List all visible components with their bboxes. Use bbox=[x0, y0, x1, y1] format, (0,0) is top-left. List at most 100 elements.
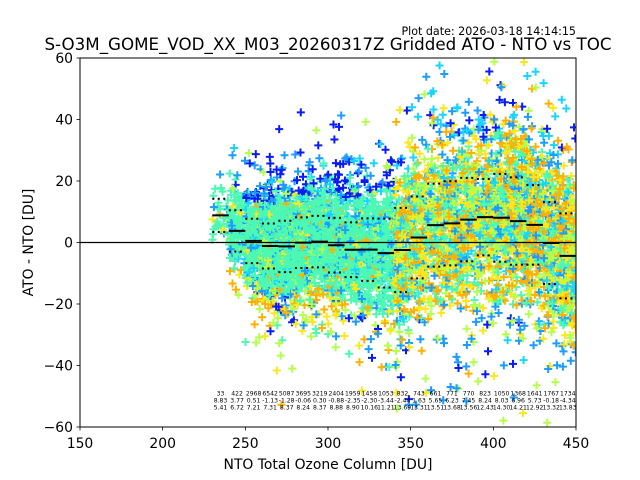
scatter-point bbox=[225, 169, 234, 178]
scatter-point bbox=[279, 274, 288, 283]
scatter-point bbox=[232, 250, 241, 259]
scatter-point bbox=[209, 203, 218, 212]
scatter-point bbox=[251, 188, 260, 197]
scatter-point bbox=[260, 200, 269, 209]
scatter-point bbox=[263, 256, 272, 265]
scatter-point bbox=[277, 165, 286, 174]
scatter-point bbox=[266, 225, 275, 234]
plot-date-annotation: Plot date: 2026-03-18 14:14:15 bbox=[401, 25, 576, 38]
scatter-point bbox=[283, 263, 292, 272]
scatter-point bbox=[251, 291, 260, 300]
scatter-point bbox=[282, 287, 291, 296]
scatter-point bbox=[242, 223, 251, 232]
scatter-point bbox=[280, 151, 289, 160]
scatter-point bbox=[223, 196, 232, 205]
scatter-point bbox=[231, 285, 240, 294]
scatter-point bbox=[243, 228, 252, 237]
scatter-point bbox=[225, 240, 234, 249]
scatter-point bbox=[245, 159, 254, 168]
chart-title: S-O3M_GOME_VOD_XX_M03_20260317Z Gridded … bbox=[44, 34, 611, 55]
scatter-point bbox=[259, 267, 268, 276]
scatter-point bbox=[267, 300, 275, 309]
scatter-point bbox=[211, 222, 220, 231]
scatter-point bbox=[272, 366, 281, 375]
scatter-point bbox=[281, 205, 290, 214]
scatter-point bbox=[279, 180, 288, 189]
scatter-point bbox=[274, 302, 283, 311]
scatter-point bbox=[234, 254, 243, 263]
scatter-point bbox=[228, 151, 237, 160]
scatter-point bbox=[289, 304, 298, 313]
scatter-point bbox=[276, 170, 285, 179]
scatter-point bbox=[219, 225, 228, 234]
scatter-point bbox=[276, 351, 285, 360]
scatter-point bbox=[228, 221, 236, 230]
scatter-point bbox=[228, 279, 237, 288]
scatter-point bbox=[274, 314, 282, 323]
scatter-point bbox=[250, 320, 259, 329]
scatter-point bbox=[276, 251, 285, 260]
scatter-point bbox=[246, 243, 255, 252]
scatter-point bbox=[251, 150, 260, 159]
scatter-point bbox=[226, 234, 235, 243]
scatter-point bbox=[277, 279, 286, 288]
scatter-point bbox=[234, 290, 243, 299]
scatter-point bbox=[262, 275, 271, 284]
plot-area: 33 422 2968 6542 5087 3695 3219 2404 1959 1458 105… bbox=[44, 51, 590, 452]
scatter-point bbox=[216, 170, 225, 179]
scatter-point bbox=[226, 267, 234, 276]
scatter-point bbox=[258, 287, 267, 296]
scatter-point bbox=[241, 156, 249, 165]
scatter-point bbox=[249, 264, 258, 272]
scatter-point bbox=[275, 339, 284, 348]
scatter-point bbox=[259, 168, 268, 177]
scatter-point bbox=[277, 268, 285, 277]
scatter-point bbox=[262, 182, 270, 191]
scatter-point bbox=[266, 168, 275, 176]
scatter-point bbox=[258, 313, 267, 322]
scatter-point bbox=[260, 209, 269, 218]
scatter-point bbox=[233, 171, 242, 180]
scatter-point bbox=[255, 305, 264, 313]
scatter-point bbox=[228, 184, 237, 193]
scatter-point bbox=[230, 264, 239, 273]
scatter-point bbox=[277, 400, 286, 409]
scatter-point bbox=[233, 189, 242, 198]
scatter-point bbox=[242, 194, 251, 202]
scatter-point bbox=[266, 266, 275, 275]
scatter-point bbox=[208, 215, 217, 224]
scatter-point bbox=[252, 338, 261, 347]
scatter-point bbox=[244, 149, 253, 157]
scatter-point bbox=[268, 177, 277, 186]
scatter-point bbox=[282, 189, 291, 198]
scatter-point bbox=[259, 281, 268, 290]
scatter-point bbox=[266, 250, 275, 258]
scatter-point bbox=[276, 209, 285, 218]
scatter-point bbox=[278, 294, 287, 303]
scatter-point bbox=[230, 196, 239, 205]
scatter-point bbox=[267, 202, 276, 211]
scatter-point bbox=[252, 219, 260, 228]
scatter-point bbox=[285, 281, 294, 289]
scatter-point bbox=[249, 254, 258, 263]
scatter-point bbox=[298, 326, 307, 335]
scatter-point bbox=[244, 198, 253, 207]
scatter-point bbox=[266, 327, 275, 336]
scatter-point bbox=[249, 282, 257, 291]
scatter-point bbox=[216, 205, 224, 214]
scatter-point bbox=[230, 144, 239, 152]
scatter-point bbox=[228, 202, 237, 210]
scatter-point bbox=[275, 125, 284, 134]
scatter-point bbox=[265, 291, 274, 300]
scatter-point bbox=[232, 231, 241, 240]
scatter-point bbox=[260, 189, 269, 198]
scatter-point bbox=[259, 210, 268, 219]
scatter-point bbox=[250, 161, 259, 170]
scatter-point bbox=[251, 272, 259, 280]
scatter-point bbox=[253, 284, 262, 293]
scatter-point bbox=[216, 184, 225, 193]
scatter-point bbox=[226, 254, 234, 262]
scatter-point bbox=[271, 187, 280, 195]
scatter-point bbox=[293, 176, 301, 185]
